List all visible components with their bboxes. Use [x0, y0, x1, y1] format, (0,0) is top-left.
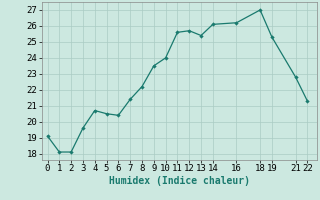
X-axis label: Humidex (Indice chaleur): Humidex (Indice chaleur)	[109, 176, 250, 186]
